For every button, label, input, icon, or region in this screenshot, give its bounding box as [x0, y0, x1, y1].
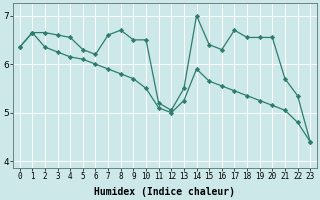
- X-axis label: Humidex (Indice chaleur): Humidex (Indice chaleur): [94, 186, 236, 197]
